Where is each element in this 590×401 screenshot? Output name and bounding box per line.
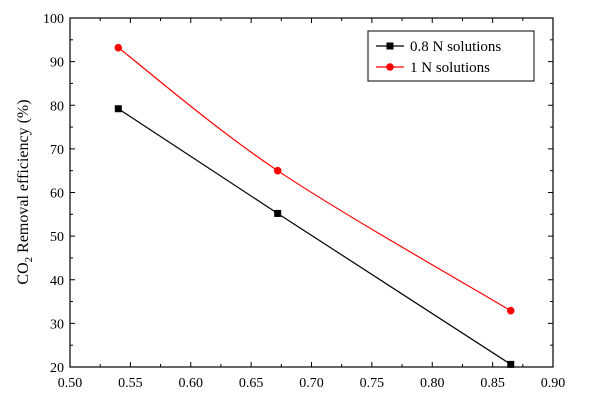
y-axis-title-main: CO — [15, 262, 32, 284]
x-tick-label-4: 0.70 — [299, 376, 324, 391]
legend-marker-0 — [386, 42, 394, 50]
y-axis-title: CO2 Removal efficiency (%) — [15, 99, 35, 284]
legend-box — [367, 30, 535, 82]
series-line-1 — [117, 47, 512, 312]
x-tick-label-2: 0.60 — [179, 376, 204, 391]
x-tick-label-7: 0.85 — [480, 376, 505, 391]
series-1-point-0 — [114, 43, 123, 52]
y-tick-label-1: 30 — [50, 317, 64, 332]
legend-label-1: 1 N solutions — [410, 60, 490, 76]
x-tick-label-6: 0.80 — [420, 376, 445, 391]
legend-label-0: 0.8 N solutions — [410, 39, 501, 55]
y-tick-label-2: 40 — [50, 274, 64, 289]
axes: 0.50 0.55 0.60 0.65 0.70 0.75 0.80 0.85 0.90 20 30… — [43, 12, 565, 391]
x-tick-label-8: 0.90 — [541, 376, 566, 391]
y-tick-label-3: 50 — [50, 230, 64, 245]
y-tick-label-0: 20 — [50, 361, 64, 376]
y-tick-label-5: 70 — [50, 143, 64, 158]
y-tick-label-4: 60 — [50, 187, 64, 202]
series-0-point-2 — [507, 360, 515, 368]
y-axis-title-rest: Removal efficiency (%) — [15, 99, 32, 256]
x-tick-label-5: 0.75 — [360, 376, 385, 391]
y-tick-label-6: 80 — [50, 99, 64, 114]
series-group — [114, 43, 515, 368]
y-axis-title-subscript: 2 — [23, 257, 35, 263]
series-line-0 — [117, 108, 512, 365]
series-1-point-2 — [506, 306, 515, 315]
x-tick-label-3: 0.65 — [239, 376, 264, 391]
x-tick-label-1: 0.55 — [118, 376, 143, 391]
series-0-point-1 — [274, 209, 282, 217]
y-tick-label-7: 90 — [50, 56, 64, 71]
legend: 0.8 N solutions 1 N solutions — [367, 30, 535, 82]
series-0-point-0 — [114, 105, 122, 113]
series-1-point-1 — [273, 166, 282, 175]
y-tick-label-8: 100 — [43, 12, 64, 27]
legend-marker-1 — [386, 63, 394, 71]
x-tick-label-0: 0.50 — [58, 376, 83, 391]
